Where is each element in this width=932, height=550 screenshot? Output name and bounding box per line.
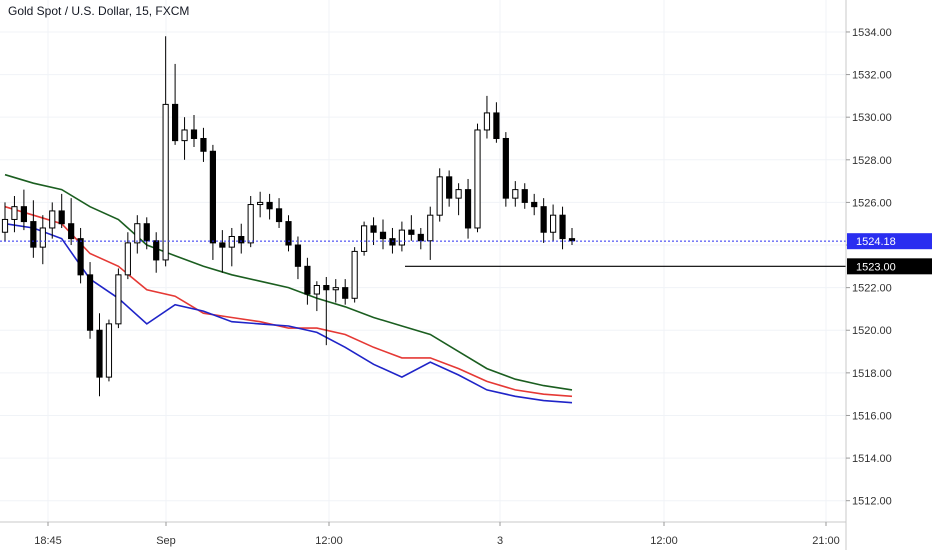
moving-average-line	[4, 222, 573, 404]
x-tick-label: Sep	[156, 535, 176, 547]
candle-down	[77, 238, 84, 276]
candle-up	[124, 242, 131, 276]
candle-up	[49, 210, 56, 229]
candle-up	[351, 250, 358, 299]
moving-averages	[4, 173, 573, 404]
y-tick-label: 1512.00	[852, 496, 892, 508]
candle-down	[304, 265, 311, 295]
candle-up	[134, 223, 141, 244]
candle-up	[455, 189, 462, 199]
candle-down	[275, 208, 283, 223]
level-price-label: 1523.00	[856, 261, 896, 273]
candle-down	[464, 189, 472, 229]
y-tick-label: 1522.00	[852, 283, 892, 295]
y-tick-label: 1514.00	[852, 453, 892, 465]
candle-up	[105, 323, 113, 378]
candle-down	[219, 242, 226, 248]
candle-down	[20, 206, 27, 223]
candle-up	[313, 285, 320, 295]
price-lines	[0, 240, 846, 267]
candle-down	[540, 206, 547, 233]
time-axis[interactable]: 18:45 Sep 12:00 3 12:00 21:00	[34, 522, 840, 547]
candles	[1, 36, 576, 397]
chart-title: Gold Spot / U.S. Dollar, 15, FXCM	[8, 4, 190, 18]
candle-down	[200, 137, 207, 152]
x-tick-label: 12:00	[315, 535, 343, 547]
candle-down	[266, 201, 273, 210]
candle-down	[370, 225, 377, 233]
candle-up	[332, 287, 339, 291]
candle-down	[294, 244, 302, 267]
candle-up	[1, 218, 9, 233]
x-tick-label: 3	[497, 535, 503, 547]
candle-down	[285, 221, 292, 246]
candle-down	[502, 137, 509, 199]
candle-down	[559, 214, 566, 240]
candle-down	[568, 238, 576, 242]
candle-down	[86, 274, 94, 331]
candle-down	[446, 176, 453, 199]
moving-average-line	[4, 205, 573, 398]
candle-up	[512, 189, 519, 199]
level-price-badge	[847, 258, 932, 275]
candle-down	[30, 221, 37, 248]
candle-down	[323, 285, 330, 291]
candle-up	[181, 129, 188, 142]
candle-down	[531, 201, 538, 208]
candle-down	[68, 223, 75, 240]
y-tick-label: 1520.00	[852, 325, 892, 337]
y-tick-label: 1528.00	[852, 155, 892, 167]
price-labels: 1524.18 1523.00	[847, 233, 932, 275]
y-tick-label: 1516.00	[852, 410, 892, 422]
candle-up	[228, 235, 235, 248]
candle-down	[493, 112, 500, 139]
candle-down	[209, 150, 216, 244]
candle-up	[483, 112, 491, 131]
y-tick-label: 1530.00	[852, 112, 892, 124]
current-price-badge	[847, 233, 932, 250]
candle-up	[115, 274, 122, 325]
x-tick-label: 12:00	[650, 535, 678, 547]
candle-up	[11, 206, 18, 220]
current-price-label: 1524.18	[856, 236, 896, 248]
candle-down	[342, 287, 349, 299]
candle-down	[417, 233, 424, 242]
moving-average-line	[4, 173, 573, 391]
candle-down	[172, 103, 179, 142]
y-tick-label: 1534.00	[852, 27, 892, 39]
candle-up	[361, 225, 368, 252]
candle-up	[436, 176, 443, 216]
candle-up	[474, 129, 481, 229]
candle-up	[162, 103, 169, 261]
candle-down	[190, 129, 198, 139]
y-tick-label: 1518.00	[852, 368, 892, 380]
y-tick-label: 1526.00	[852, 197, 892, 209]
candle-down	[58, 210, 65, 225]
candle-up	[398, 229, 405, 246]
candle-up	[257, 201, 264, 206]
candle-up	[427, 214, 434, 242]
candle-down	[389, 238, 396, 246]
candle-up	[247, 204, 254, 244]
x-tick-label: 18:45	[34, 535, 62, 547]
candle-up	[39, 227, 46, 248]
candle-down	[379, 231, 387, 240]
candle-down	[96, 329, 103, 378]
candle-down	[408, 229, 415, 235]
candle-down	[238, 235, 245, 244]
candle-down	[143, 223, 150, 242]
candle-down	[153, 240, 160, 261]
candle-down	[521, 189, 528, 203]
x-tick-label: 21:00	[812, 535, 840, 547]
y-tick-label: 1532.00	[852, 70, 892, 82]
candle-up	[550, 214, 557, 233]
